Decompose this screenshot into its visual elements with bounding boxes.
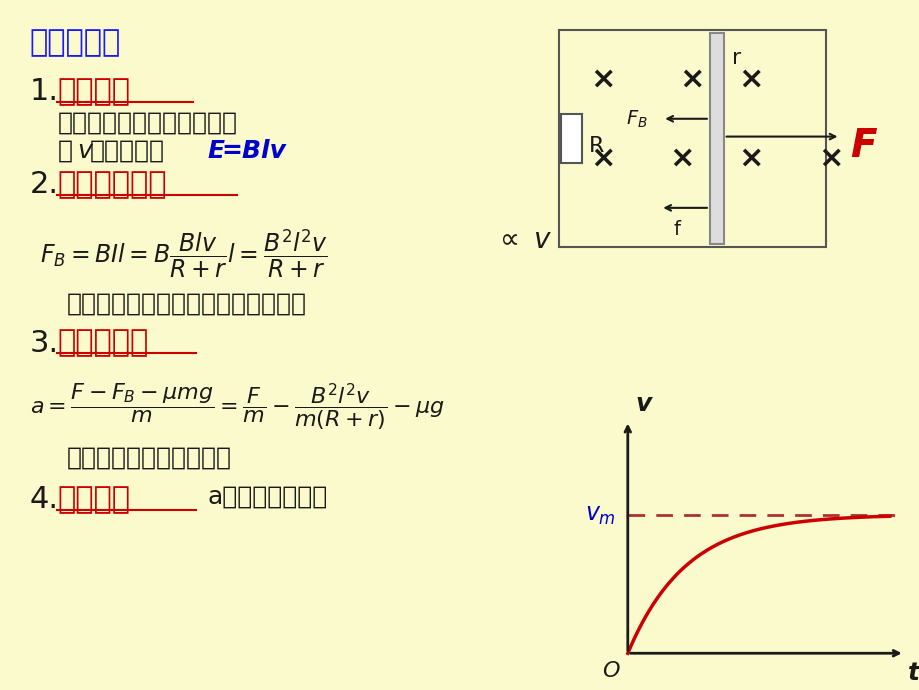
Text: 安培力的特点: 安培力的特点: [57, 170, 166, 199]
Text: O: O: [602, 661, 619, 681]
Bar: [560, 114, 582, 164]
Bar: [709, 32, 723, 244]
Text: ×: ×: [590, 65, 615, 94]
Text: 运动特点: 运动特点: [57, 485, 130, 514]
Text: R: R: [588, 137, 604, 157]
Text: =Blv: =Blv: [221, 139, 286, 163]
Text: 安培力为阻力，并随速度增大而增大: 安培力为阻力，并随速度增大而增大: [67, 292, 307, 316]
Text: 4.: 4.: [29, 485, 59, 514]
Text: $F_B$: $F_B$: [625, 109, 647, 130]
Text: v: v: [635, 392, 652, 415]
Text: r: r: [731, 48, 740, 68]
Text: F: F: [849, 127, 876, 165]
Text: 3.: 3.: [29, 328, 59, 357]
Bar: [709, 32, 723, 244]
Text: E: E: [208, 139, 233, 163]
Text: 导体棒相当于电源，当速度: 导体棒相当于电源，当速度: [57, 111, 237, 135]
Text: 电路特点: 电路特点: [57, 77, 130, 106]
Text: 1.: 1.: [29, 77, 59, 106]
Text: ×: ×: [590, 144, 615, 173]
Text: 加速度特点: 加速度特点: [57, 328, 149, 357]
Text: $F_B = BIl = B\dfrac{Blv}{R+r}l = \dfrac{B^2l^2v}{R+r}$: $F_B = BIl = B\dfrac{Blv}{R+r}l = \dfrac…: [40, 228, 327, 280]
Text: $\propto\ v$: $\propto\ v$: [494, 226, 552, 254]
Text: v: v: [77, 139, 92, 163]
Text: 时，电动势: 时，电动势: [90, 139, 165, 163]
Text: 2.: 2.: [29, 170, 59, 199]
Text: ×: ×: [669, 144, 694, 173]
Text: 特点分析：: 特点分析：: [29, 28, 120, 57]
Text: f: f: [673, 219, 680, 239]
Text: t: t: [906, 661, 919, 685]
Text: ×: ×: [738, 65, 764, 94]
Text: ×: ×: [678, 65, 704, 94]
Text: ×: ×: [738, 144, 764, 173]
Text: 为: 为: [57, 139, 73, 163]
Text: a减小的加速运动: a减小的加速运动: [208, 485, 327, 509]
Text: $v_m$: $v_m$: [584, 503, 615, 526]
Text: $a = \dfrac{F - F_B - \mu mg}{m} = \dfrac{F}{m} - \dfrac{B^2l^2v}{m(R+r)} - \mu : $a = \dfrac{F - F_B - \mu mg}{m} = \dfra…: [29, 381, 444, 432]
Text: ×: ×: [817, 144, 843, 173]
Text: 加速度随速度增大而减小: 加速度随速度增大而减小: [67, 446, 232, 469]
Bar: [558, 30, 824, 248]
